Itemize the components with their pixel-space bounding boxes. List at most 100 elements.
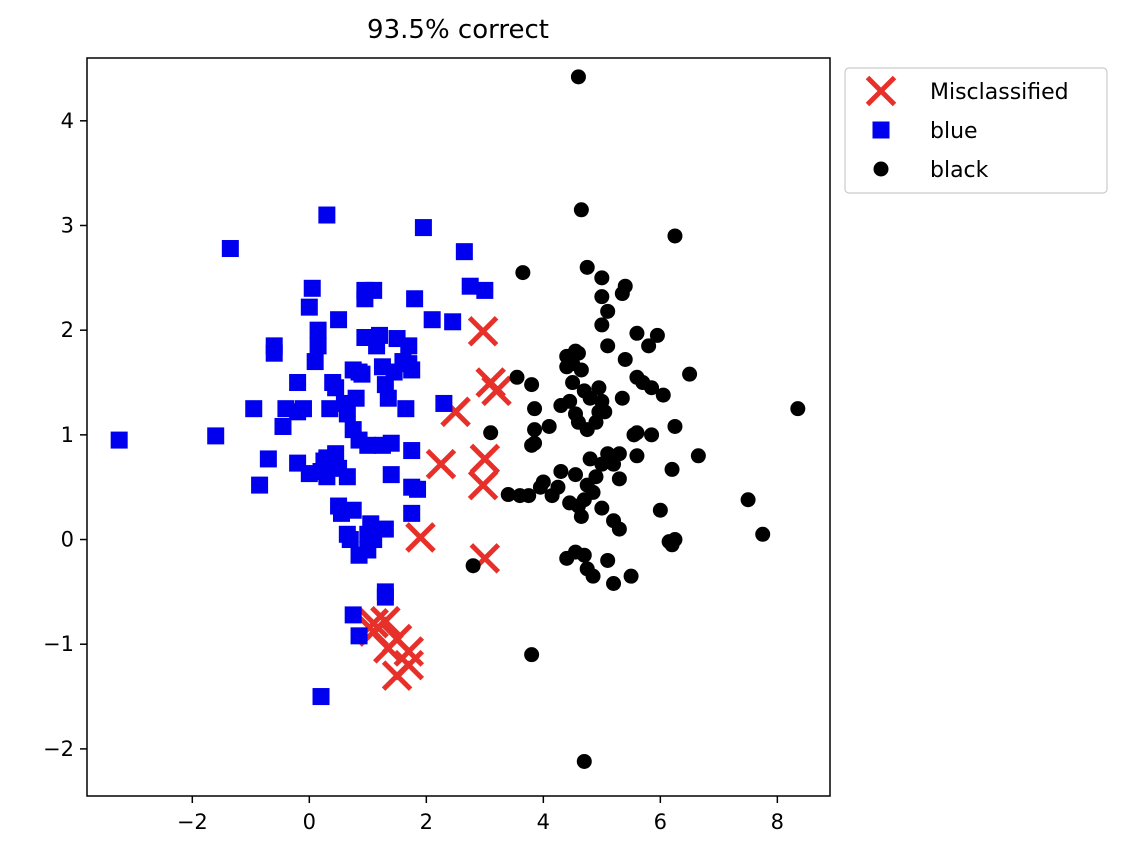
point-black (582, 451, 598, 467)
point-blue (476, 281, 494, 299)
point-blue (403, 361, 421, 379)
point-blue (303, 279, 321, 297)
point-black (644, 427, 660, 443)
point-blue (318, 206, 336, 224)
point-misclassified-stroke-b (393, 636, 425, 667)
point-blue (332, 504, 350, 522)
series-blue (110, 206, 494, 706)
point-blue (403, 442, 421, 460)
point-black (576, 753, 592, 769)
point-blue (289, 374, 307, 392)
point-black (655, 387, 671, 403)
point-blue (359, 436, 377, 454)
point-blue (423, 311, 441, 329)
y-tick-label: −1 (43, 632, 74, 656)
point-black (629, 425, 645, 441)
x-tick-label: 8 (771, 810, 784, 834)
point-blue (309, 337, 327, 355)
point-black (629, 448, 645, 464)
point-black (550, 479, 566, 495)
point-blue (409, 480, 427, 498)
point-blue (341, 531, 359, 549)
legend: Misclassified blue black (844, 67, 1108, 194)
point-blue (221, 240, 239, 258)
point-black (740, 492, 756, 508)
point-blue (306, 353, 324, 371)
point-black (532, 479, 548, 495)
y-tick-label: 4 (61, 109, 74, 133)
x-tick-label: −2 (177, 810, 208, 834)
point-black (594, 317, 610, 333)
point-black (755, 526, 771, 542)
point-black (515, 265, 531, 281)
series-black (465, 69, 806, 769)
point-blue (321, 400, 339, 418)
point-blue (347, 389, 365, 407)
point-black (597, 404, 613, 420)
point-blue (274, 417, 292, 435)
point-blue (338, 468, 356, 486)
x-tick-label: 2 (420, 810, 433, 834)
point-blue (327, 379, 345, 397)
chart-title: 93.5% correct (367, 15, 549, 45)
point-black (594, 500, 610, 516)
point-blue (294, 400, 312, 418)
point-blue (414, 219, 432, 237)
point-blue (403, 504, 421, 522)
plot-area-frame (86, 57, 831, 797)
point-blue (350, 627, 368, 645)
point-black (465, 558, 481, 574)
point-black (524, 647, 540, 663)
point-black (579, 422, 595, 438)
x-tick-label: 4 (537, 810, 550, 834)
point-black (611, 471, 627, 487)
point-black (606, 575, 622, 591)
point-misclassified-stroke-b (425, 448, 457, 480)
point-black (641, 338, 657, 354)
point-misclassified-stroke-b (467, 315, 499, 347)
point-blue (344, 606, 362, 624)
point-black (500, 487, 516, 503)
point-misclassified-stroke-b (481, 375, 512, 407)
point-black (664, 537, 680, 553)
point-misclassified (393, 636, 425, 667)
point-black (652, 502, 668, 518)
point-blue (435, 394, 453, 412)
legend-label-misclassified: Misclassified (930, 80, 1069, 105)
point-misclassified (393, 649, 425, 681)
point-black (594, 289, 610, 305)
point-blue (461, 277, 479, 295)
legend-marker-blue (872, 121, 890, 139)
point-black (611, 521, 627, 537)
point-black (600, 552, 616, 568)
point-blue (259, 450, 277, 468)
point-black (585, 568, 601, 584)
point-black (600, 338, 616, 354)
point-black (617, 351, 633, 367)
point-blue (400, 337, 418, 355)
point-blue (251, 476, 269, 494)
point-black (573, 362, 589, 378)
point-black (623, 568, 639, 584)
point-blue (312, 688, 330, 706)
point-blue (376, 583, 394, 601)
point-blue (207, 427, 225, 445)
point-misclassified (405, 522, 436, 553)
point-blue (371, 326, 389, 344)
x-tick-label: 6 (654, 810, 667, 834)
point-black (483, 425, 499, 441)
y-tick-label: 3 (61, 213, 74, 237)
point-blue (382, 434, 400, 452)
point-blue (455, 243, 473, 261)
legend-marker-misclassified-stroke-b (865, 75, 897, 107)
point-misclassified-stroke-b (440, 396, 471, 428)
point-black (573, 202, 589, 218)
point-blue (110, 431, 128, 449)
point-blue (406, 290, 424, 308)
point-black (573, 509, 589, 525)
legend-marker-misclassified (865, 75, 897, 107)
point-misclassified (481, 375, 512, 407)
point-black (649, 327, 665, 343)
point-black (576, 547, 592, 563)
